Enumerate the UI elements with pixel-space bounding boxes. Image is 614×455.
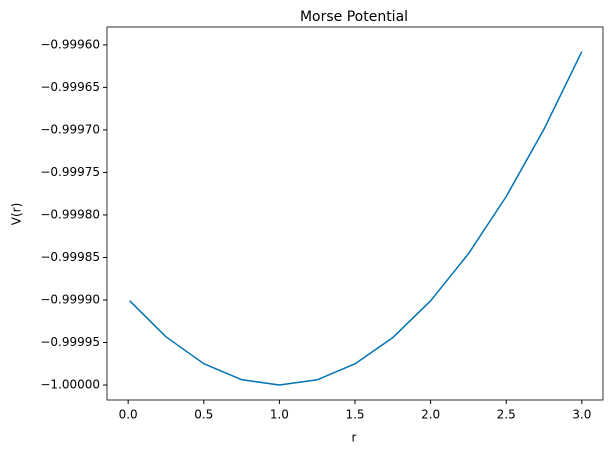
y-tick-label: −1.00000 xyxy=(40,378,100,392)
y-tick-label: −0.99985 xyxy=(40,250,100,264)
x-tick-label: 1.0 xyxy=(270,408,289,422)
x-tick-label: 2.5 xyxy=(497,408,516,422)
x-tick-label: 0.0 xyxy=(119,408,138,422)
x-tick-label: 2.0 xyxy=(421,408,440,422)
x-tick-label: 0.5 xyxy=(194,408,213,422)
x-tick-label: 3.0 xyxy=(572,408,591,422)
line-series xyxy=(129,51,583,386)
y-tick-label: −0.99975 xyxy=(40,165,100,179)
y-tick-label: −0.99965 xyxy=(40,80,100,94)
chart-title: Morse Potential xyxy=(300,9,408,25)
y-axis-label: V(r) xyxy=(10,203,24,226)
x-axis-label: r xyxy=(352,431,357,445)
y-tick-label: −0.99990 xyxy=(40,292,100,306)
y-tick-label: −0.99980 xyxy=(40,207,100,221)
y-tick-label: −0.99995 xyxy=(40,335,100,349)
plot-frame xyxy=(106,26,604,401)
y-tick-label: −0.99970 xyxy=(40,122,100,136)
x-tick-label: 1.5 xyxy=(345,408,364,422)
y-tick-label: −0.99960 xyxy=(40,37,100,51)
